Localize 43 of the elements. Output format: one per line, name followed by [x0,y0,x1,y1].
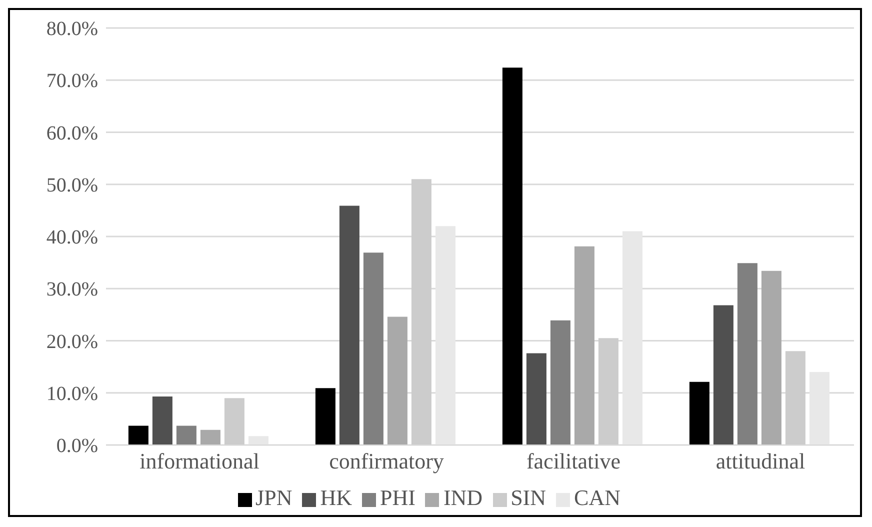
bar [435,226,456,445]
bar [574,246,594,445]
bar [248,436,268,445]
bar [550,320,570,445]
bar [689,382,710,445]
y-tick-label: 50.0% [46,174,98,196]
bar [502,68,522,445]
x-tick-label: facilitative [526,448,621,474]
bar [809,372,830,445]
bar [387,316,408,445]
bar [363,252,384,445]
bar [152,396,172,445]
x-tick-label: confirmatory [329,448,444,474]
y-tick-label: 40.0% [46,226,98,249]
y-tick-label: 0.0% [56,435,98,458]
bar [128,426,148,445]
bar [737,263,758,445]
bar [785,351,806,445]
legend-label: JPN [256,485,292,510]
legend-label: CAN [574,485,620,510]
y-tick-label: 20.0% [46,330,98,353]
bar [176,426,196,445]
bar [598,338,618,445]
y-tick-label: 80.0% [46,18,98,40]
x-tick-label: attitudinal [716,448,806,474]
bar [526,353,546,445]
x-tick-label: informational [140,448,260,474]
bar [339,206,360,445]
y-tick-label: 10.0% [46,382,98,405]
y-tick-label: 70.0% [46,70,98,92]
legend-label: IND [443,485,483,510]
bar [411,179,432,445]
bar [315,388,336,445]
y-tick-label: 30.0% [46,278,98,301]
legend-label: SIN [510,485,546,510]
bar [761,270,782,445]
legend-label: PHI [380,485,416,510]
bar [713,305,734,445]
bar [224,398,244,445]
legend-label: HK [320,485,352,510]
bar [200,430,220,445]
y-tick-label: 60.0% [46,122,98,144]
bar [622,231,642,445]
